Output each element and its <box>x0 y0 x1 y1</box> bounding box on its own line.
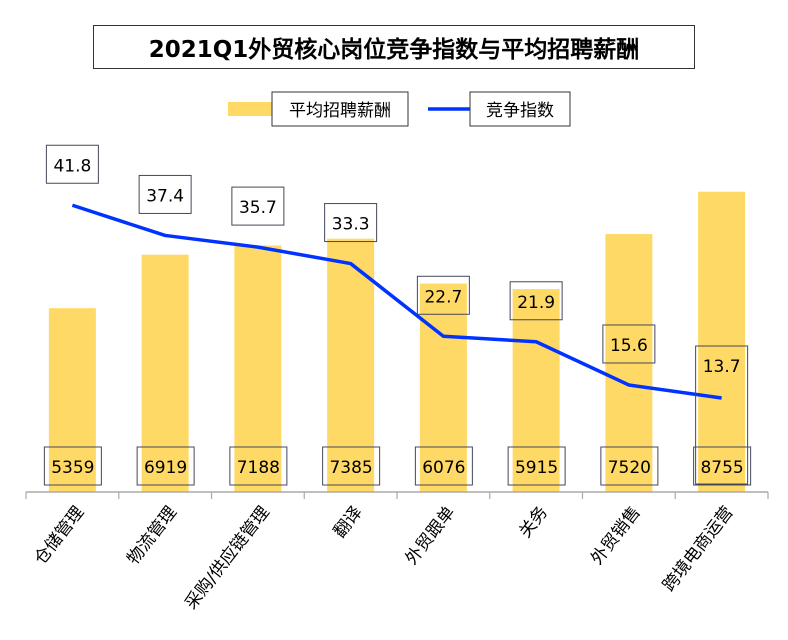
bar-label: 7188 <box>237 458 280 478</box>
legend-line-box <box>469 91 571 127</box>
category-label: 跨境电商运营 <box>659 503 738 596</box>
bar-label-box <box>600 446 659 486</box>
line-label-box <box>416 275 470 315</box>
legend-bar-swatch <box>228 102 272 116</box>
category-label: 物流管理 <box>123 503 181 569</box>
category-label: 关务 <box>515 503 552 542</box>
bar-label-box <box>693 446 752 486</box>
bar-label: 7385 <box>329 458 372 478</box>
line-label-box <box>45 144 99 184</box>
line-label: 13.7 <box>703 357 741 377</box>
chart-title: 2021Q1外贸核心岗位竞争指数与平均招聘薪酬 <box>93 25 695 69</box>
bar <box>419 283 467 492</box>
line-label: 41.8 <box>53 156 91 176</box>
category-label: 仓储管理 <box>31 503 89 569</box>
line-label: 33.3 <box>332 215 370 235</box>
category-label: 外贸销售 <box>587 503 645 569</box>
category-label: 翻译 <box>330 503 367 542</box>
line-label: 22.7 <box>424 287 462 307</box>
bar <box>141 254 189 492</box>
category-label: 外贸跟单 <box>402 503 460 569</box>
bar-label: 6076 <box>422 458 465 478</box>
line-label: 15.6 <box>610 336 648 356</box>
bar-label: 5359 <box>51 458 94 478</box>
bar <box>698 191 746 493</box>
bar-label-box <box>229 446 288 486</box>
line-label-box <box>231 186 285 226</box>
bar-label: 7520 <box>608 458 651 478</box>
line-label: 21.9 <box>517 293 555 313</box>
line-label: 37.4 <box>146 186 184 206</box>
line-label-box <box>324 203 378 243</box>
bar <box>48 308 96 492</box>
legend-bar-label: 平均招聘薪酬 <box>289 101 391 121</box>
line-label-box <box>138 174 192 214</box>
line-label-box <box>509 281 563 321</box>
bar-label-box <box>43 446 102 486</box>
legend-bar-box <box>271 91 409 127</box>
bar-label-box <box>507 446 566 486</box>
bar-label-box <box>322 446 381 486</box>
bar-label-box <box>136 446 195 486</box>
line-series <box>71 203 722 400</box>
bar-label: 8755 <box>700 458 743 478</box>
bar-label: 6919 <box>144 458 187 478</box>
bar <box>327 238 375 492</box>
bar <box>234 245 282 492</box>
line-label-box <box>602 324 656 364</box>
bar-label-box <box>414 446 473 486</box>
bar-label: 5915 <box>515 458 558 478</box>
line-label-box <box>695 345 749 485</box>
line-label: 35.7 <box>239 198 277 218</box>
bar <box>512 289 560 492</box>
legend-line-label: 竞争指数 <box>486 101 554 121</box>
category-label: 采购/供应链管理 <box>181 503 274 614</box>
